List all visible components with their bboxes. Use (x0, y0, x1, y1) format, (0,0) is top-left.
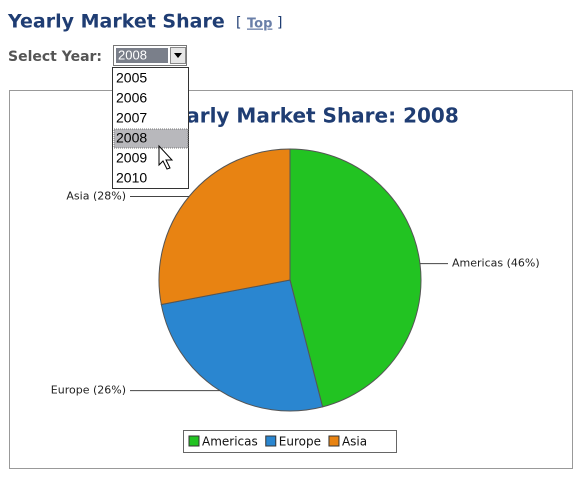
legend-swatch (265, 435, 277, 447)
select-label: Select Year: (8, 49, 102, 65)
pie: Americas (46%) Europe (26%) Asia (28%) (51, 148, 540, 412)
dropdown-option[interactable]: 2005 (116, 70, 147, 86)
slice-label: Europe (26%) (51, 384, 126, 397)
legend-label: Americas (202, 435, 258, 449)
select-arrow (174, 53, 182, 58)
cursor (158, 144, 174, 170)
dropdown-option[interactable]: 2008 (116, 130, 147, 146)
bracket: ] (277, 15, 282, 31)
legend-label: Europe (279, 435, 321, 449)
pie-slice (160, 279, 324, 412)
dropdown-option[interactable]: 2009 (116, 150, 147, 166)
top-link[interactable]: Top (247, 17, 272, 32)
chart-title: Yearly Market Share: 2008 (159, 104, 459, 128)
select-value: 2008 (118, 47, 147, 62)
pie-slice (158, 148, 291, 306)
legend-label: Asia (342, 435, 367, 449)
dropdown-option[interactable]: 2006 (116, 90, 147, 106)
bracket: [ (236, 15, 241, 31)
legend-swatch (328, 435, 340, 447)
select-value-bg (116, 48, 168, 63)
dropdown-option[interactable]: 2007 (116, 110, 147, 126)
dropdown-list (112, 67, 189, 189)
slice-label: Asia (28%) (66, 189, 126, 202)
page-title: Yearly Market Share (7, 11, 225, 33)
dropdown-options: 2005 2006 2007 2008 2009 2010 (113, 70, 189, 186)
legend-swatch (188, 435, 200, 447)
dropdown-option[interactable]: 2010 (116, 170, 147, 186)
legend-items: Americas Europe Asia (188, 435, 367, 449)
slice-label: Americas (46%) (452, 257, 540, 270)
legend (183, 430, 397, 453)
pie-slice (289, 148, 422, 408)
option-highlight (113, 128, 189, 149)
